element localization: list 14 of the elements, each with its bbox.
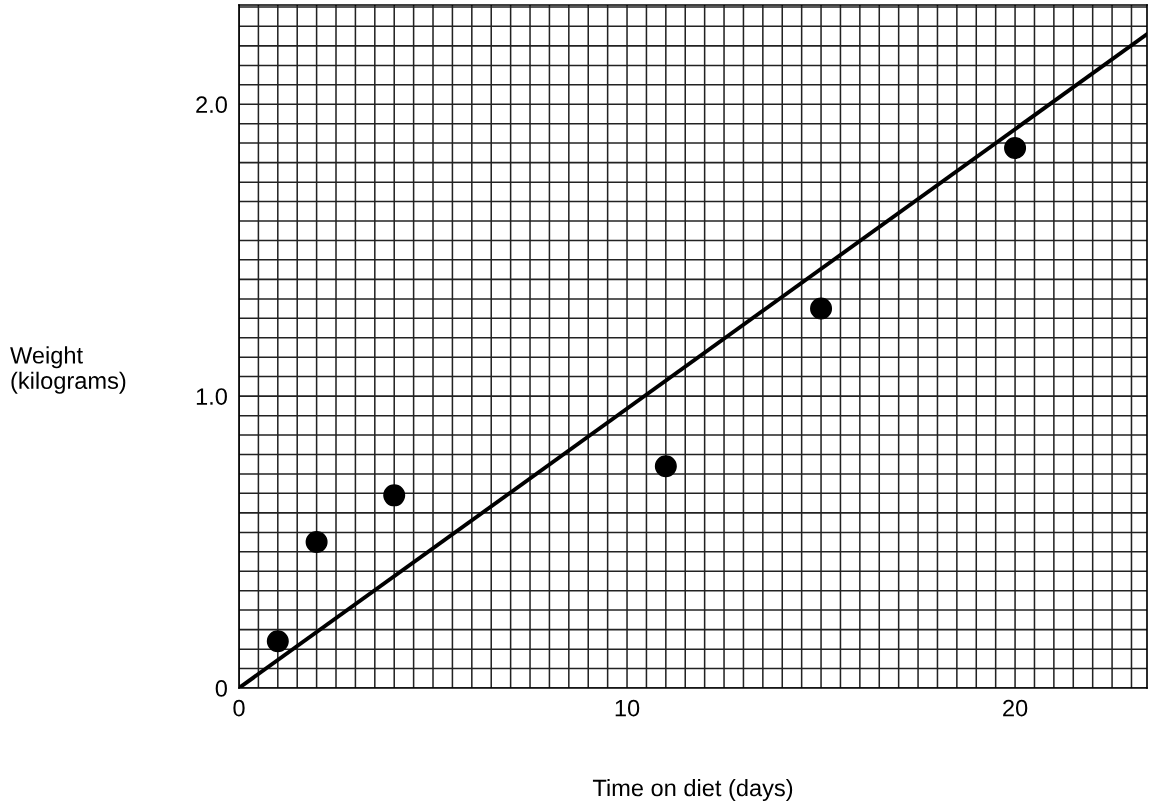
point xyxy=(1004,137,1027,160)
y-tick-label: 2.0 xyxy=(196,96,227,114)
x-tick-label: 10 xyxy=(615,699,640,717)
point xyxy=(654,455,677,478)
point xyxy=(383,484,406,507)
y-tick-label: 1.0 xyxy=(196,388,227,405)
point xyxy=(305,531,328,554)
point xyxy=(266,630,289,653)
x-axis-title: Time on diet (days) xyxy=(592,778,793,802)
point xyxy=(810,297,833,320)
x-tick-label: 0 xyxy=(233,699,245,717)
y-axis-title: Weight (kilograms) xyxy=(10,346,126,394)
y-tick-label: 0 xyxy=(215,680,227,697)
x-tick-label: 20 xyxy=(1003,699,1028,717)
